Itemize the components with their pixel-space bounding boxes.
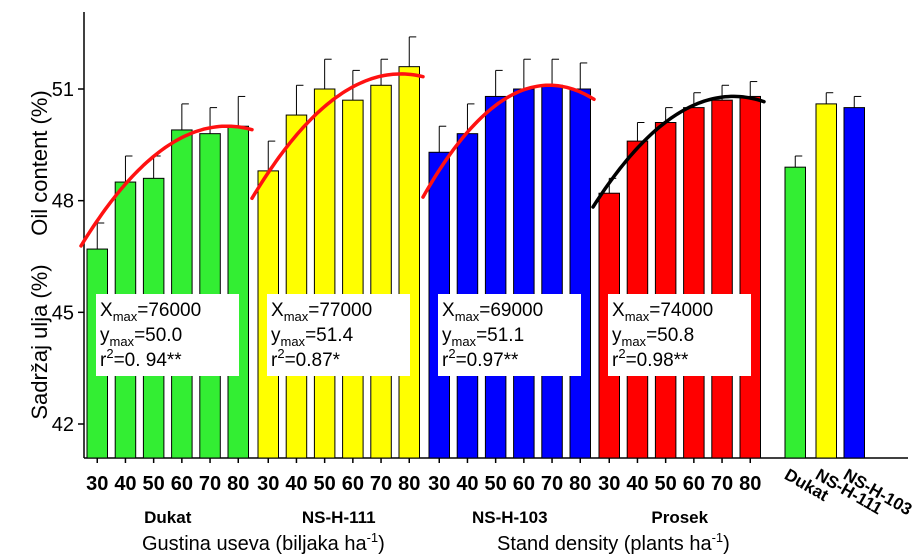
x-tick-label: 60	[513, 473, 535, 495]
x-tick-label: 80	[739, 473, 761, 495]
x-tick-label: 70	[541, 473, 563, 495]
x-tick-label: 50	[485, 473, 507, 495]
fit-curve	[79, 124, 254, 248]
bar	[171, 129, 193, 459]
fit-curve	[591, 94, 766, 209]
group-label: NS-H-103	[472, 508, 548, 527]
x-tick-label: 40	[114, 473, 136, 495]
bar-group: 30 40 50 60 70 80 NS-H-111 Xmax=77000ymax=51.4r…	[250, 36, 425, 527]
bar	[739, 95, 761, 459]
group-label: NS-H-111	[302, 508, 376, 527]
x-tick-label: 60	[683, 473, 705, 495]
average-bar	[843, 107, 865, 459]
annotation-ymax: ymax=51.1	[442, 325, 524, 349]
y-tick-label: 51	[52, 79, 74, 101]
annotation-ymax: ymax=50.0	[100, 325, 182, 349]
bar	[654, 122, 677, 459]
x-tick-label: 70	[199, 473, 221, 495]
y-axis-label-primary: Oil content (%)	[27, 90, 52, 236]
x-tick-label: 80	[569, 473, 591, 495]
bar	[711, 99, 733, 459]
fit-curve	[421, 83, 596, 199]
y-axis-labels: Oil content (%) Sadržaj ulja (%)	[27, 90, 52, 419]
bar	[342, 99, 364, 459]
x-axis-label-primary: Stand density (plants ha-1)	[497, 530, 730, 555]
bar-group: 30 40 50 60 70 80 Dukat Xmax=76000ymax=50.0r2=0…	[79, 95, 254, 527]
x-tick-label: 50	[314, 473, 336, 495]
x-tick-label: 40	[456, 473, 478, 495]
annotation-r2: r2=0.87*	[271, 346, 341, 371]
bar	[285, 114, 308, 459]
x-tick-label: 30	[598, 473, 620, 495]
annotation-box	[608, 294, 751, 376]
annotation-r2: r2=0.98**	[612, 346, 689, 371]
y-tick-label: 42	[52, 414, 74, 436]
x-tick-label: 80	[398, 473, 420, 495]
average-bar	[784, 166, 806, 459]
x-tick-label: 80	[227, 473, 249, 495]
group-label: Dukat	[144, 508, 192, 527]
annotation-box	[438, 294, 581, 376]
bar	[683, 107, 705, 459]
fit-curve	[250, 72, 425, 201]
annotation-r2: r2=0.97**	[442, 346, 519, 371]
bar	[513, 88, 535, 459]
bar	[541, 84, 563, 459]
annotation-r2: r2=0. 94**	[100, 346, 182, 371]
bar	[313, 88, 336, 459]
annotation-box	[267, 294, 410, 376]
x-tick-label: 60	[342, 473, 364, 495]
annotation-box	[96, 294, 239, 376]
bar-group: 30 40 50 60 70 80 NS-H-103 Xmax=69000ymax=51.1r…	[421, 58, 596, 527]
annotation-xmax: Xmax=74000	[612, 300, 713, 324]
bar	[398, 66, 420, 459]
bar	[227, 125, 249, 459]
x-axis-label-secondary: Gustina useva (biljaka ha-1)	[142, 530, 385, 555]
annotation-ymax: ymax=51.4	[271, 325, 354, 349]
average-bar	[815, 103, 837, 459]
x-tick-label: 70	[370, 473, 392, 495]
x-tick-label: 50	[143, 473, 165, 495]
bar	[484, 95, 507, 459]
annotation-xmax: Xmax=69000	[442, 300, 543, 324]
x-tick-label: 40	[626, 473, 648, 495]
x-tick-label: 50	[655, 473, 677, 495]
bar	[370, 84, 392, 459]
x-tick-label: 40	[285, 473, 307, 495]
x-tick-label: 70	[711, 473, 733, 495]
x-tick-label: 60	[171, 473, 193, 495]
bar-group: 30 40 50 60 70 80 Prosek Xmax=74000ymax=50.8r2=…	[591, 81, 766, 527]
y-tick-label: 45	[52, 302, 74, 324]
x-tick-label: 30	[257, 473, 279, 495]
y-tick-label: 48	[52, 191, 74, 213]
x-axis-labels: Gustina useva (biljaka ha-1) Stand densi…	[142, 530, 730, 555]
annotation-xmax: Xmax=76000	[100, 300, 201, 324]
x-tick-label: 30	[86, 473, 108, 495]
x-tick-label: 30	[428, 473, 450, 495]
bar	[569, 88, 591, 459]
group-label: Prosek	[651, 508, 708, 527]
annotation-ymax: ymax=50.8	[612, 325, 694, 349]
y-axis-label-secondary: Sadržaj ulja (%)	[27, 264, 52, 419]
annotation-xmax: Xmax=77000	[271, 300, 372, 324]
